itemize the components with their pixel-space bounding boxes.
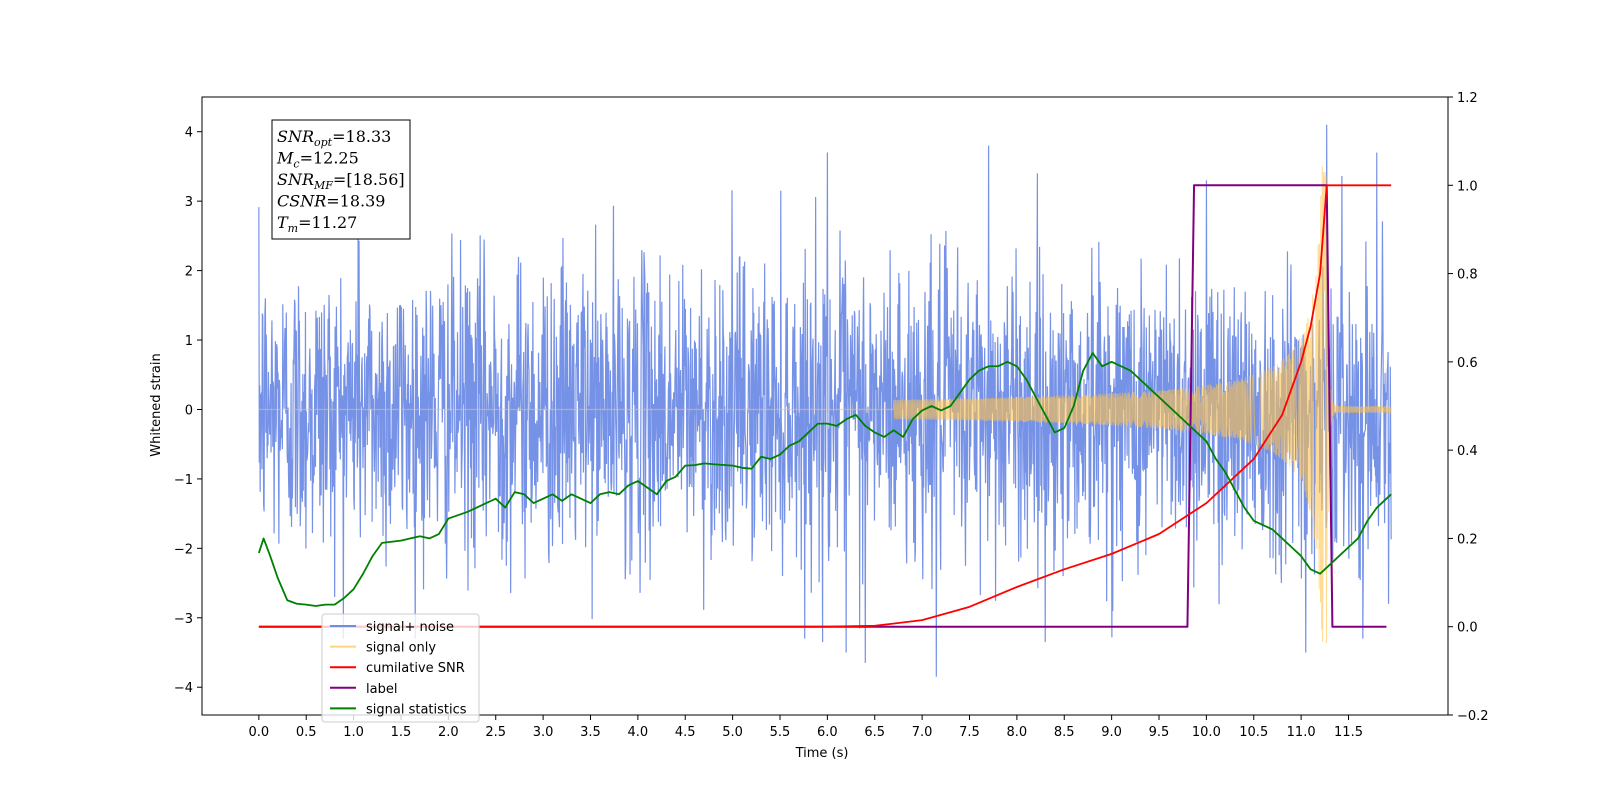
- y2-tick-label: 1.0: [1457, 179, 1478, 194]
- x-tick-label: 10.0: [1192, 725, 1221, 740]
- series-signal-statistics: [257, 352, 1392, 607]
- y2-tick-label: 0.2: [1457, 532, 1478, 547]
- annotation-line: CSNR=18.39: [277, 192, 385, 211]
- annotation-line: Mc=12.25: [276, 149, 359, 171]
- x-tick-label: 1.5: [391, 725, 412, 740]
- annotation-value: =18.33: [332, 127, 391, 146]
- series-layer: [257, 124, 1392, 677]
- annotation-symbol: T: [277, 213, 289, 232]
- y-tick-label: 2: [185, 265, 193, 280]
- annotation-value: =11.27: [298, 213, 357, 232]
- x-tick-label: 11.5: [1334, 725, 1363, 740]
- annotation-value: =[18.56]: [333, 170, 405, 189]
- series-cumulative-snr: [258, 184, 1392, 628]
- y-tick-label: 3: [185, 195, 193, 210]
- annotation-symbol: CSNR: [277, 192, 326, 211]
- annotation-line: SNRMF=[18.56]: [277, 170, 405, 192]
- x-tick-label: 9.5: [1149, 725, 1170, 740]
- axes-layer: 0.0 0.5 1.0 1.5 2.0 2.5 3.0 3.5 4.0 4.5 5.0 5.5 6.0 6…: [174, 91, 1489, 740]
- annotation-symbol: SNR: [277, 170, 314, 189]
- annotation-line: SNRopt=18.33: [277, 127, 391, 149]
- x-tick-label: 0.5: [296, 725, 317, 740]
- series-signal-only: [258, 166, 1392, 643]
- x-tick-label: 5.0: [722, 725, 743, 740]
- y2-tick-label: 0.6: [1457, 356, 1478, 371]
- x-tick-label: 6.5: [864, 725, 885, 740]
- y-tick-label: 1: [185, 334, 193, 349]
- x-tick-label: 3.0: [533, 725, 554, 740]
- x-tick-label: 7.5: [959, 725, 980, 740]
- annotation-box: SNRopt=18.33Mc=12.25SNRMF=[18.56]CSNR=18…: [271, 119, 411, 240]
- y2-tick-label: 0.8: [1457, 268, 1478, 283]
- y-tick-label: 0: [185, 403, 193, 418]
- x-tick-label: 4.5: [675, 725, 696, 740]
- x-tick-label: 9.0: [1101, 725, 1122, 740]
- x-tick-label: 6.0: [817, 725, 838, 740]
- x-tick-label: 1.0: [343, 725, 364, 740]
- annotation-subscript: m: [288, 222, 298, 235]
- annotation-symbol: M: [276, 149, 294, 168]
- y-tick-label: −3: [174, 612, 193, 627]
- x-axis-label: Time (s): [795, 746, 849, 761]
- annotation-value: =12.25: [300, 149, 359, 168]
- x-tick-label: 11.0: [1287, 725, 1316, 740]
- series-label: [258, 184, 1387, 628]
- x-tick-label: 7.0: [912, 725, 933, 740]
- annotation-subscript: c: [293, 158, 299, 171]
- x-tick-label: 0.0: [249, 725, 270, 740]
- x-tick-label: 4.0: [628, 725, 649, 740]
- y-tick-label: −1: [174, 473, 193, 488]
- y2-tick-label: 0.0: [1457, 621, 1478, 636]
- legend-label: label: [366, 682, 397, 697]
- y2-tick-label: 1.2: [1457, 91, 1478, 106]
- annotation-line: Tm=11.27: [277, 213, 357, 235]
- x-tick-label: 8.0: [1007, 725, 1028, 740]
- y2-tick-label: −0.2: [1457, 709, 1489, 724]
- y-tick-label: −2: [174, 542, 193, 557]
- legend-label: signal only: [366, 641, 436, 656]
- annotation-value: =18.39: [326, 192, 385, 211]
- legend-label: cumilative SNR: [366, 661, 465, 676]
- annotation-subscript: opt: [314, 136, 333, 149]
- x-tick-label: 3.5: [580, 725, 601, 740]
- x-tick-label: 2.5: [485, 725, 506, 740]
- y-tick-label: −4: [174, 681, 193, 696]
- x-tick-label: 5.5: [770, 725, 791, 740]
- x-tick-label: 10.5: [1239, 725, 1268, 740]
- legend: signal+ noise signal only cumilative SNR la…: [321, 613, 480, 723]
- x-tick-label: 2.0: [438, 725, 459, 740]
- x-tick-label: 8.5: [1054, 725, 1075, 740]
- y-tick-label: 4: [185, 126, 193, 141]
- annotation-subscript: MF: [313, 179, 333, 192]
- legend-label: signal statistics: [366, 702, 467, 717]
- y2-tick-label: 0.4: [1457, 444, 1478, 459]
- y-axis-label: Whitened strain: [149, 353, 164, 456]
- plot-frame: [201, 96, 1449, 716]
- annotation-symbol: SNR: [277, 127, 314, 146]
- legend-label: signal+ noise: [366, 620, 454, 635]
